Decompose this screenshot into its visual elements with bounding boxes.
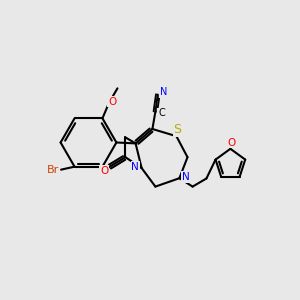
Text: Br: Br (46, 165, 59, 175)
Text: N: N (182, 172, 189, 182)
Text: N: N (160, 87, 167, 97)
Text: N: N (131, 162, 139, 172)
Text: S: S (174, 123, 182, 136)
Text: O: O (228, 138, 236, 148)
Text: C: C (158, 108, 165, 118)
Text: O: O (108, 97, 116, 107)
Text: O: O (100, 166, 108, 176)
